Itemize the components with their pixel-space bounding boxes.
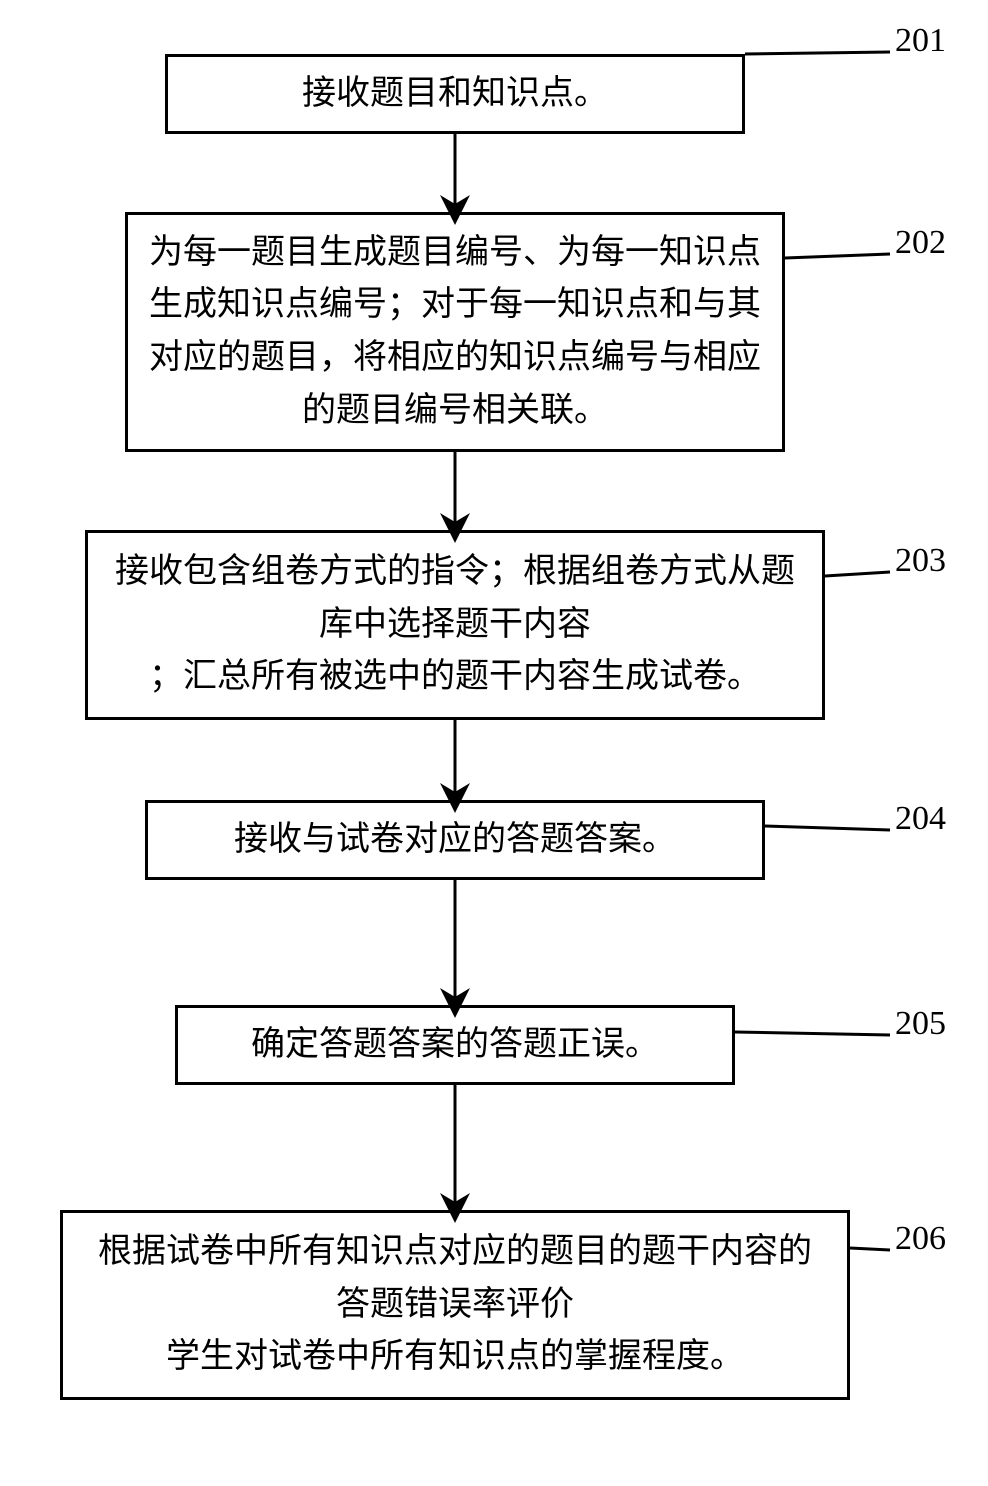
step-label: 202 [895, 224, 946, 262]
label-leader [745, 52, 890, 54]
flowchart-canvas: 接收题目和知识点。为每一题目生成题目编号、为每一知识点生成知识点编号；对于每一知… [0, 0, 988, 1486]
step-label: 204 [895, 800, 946, 838]
label-leader [850, 1248, 890, 1250]
label-leader [785, 254, 890, 258]
label-leader [765, 826, 890, 830]
step-label: 201 [895, 22, 946, 60]
step-label: 206 [895, 1220, 946, 1258]
label-leader [825, 572, 890, 576]
connector-layer [0, 0, 988, 1486]
label-leader [735, 1032, 890, 1035]
step-label: 203 [895, 542, 946, 580]
step-label: 205 [895, 1005, 946, 1043]
